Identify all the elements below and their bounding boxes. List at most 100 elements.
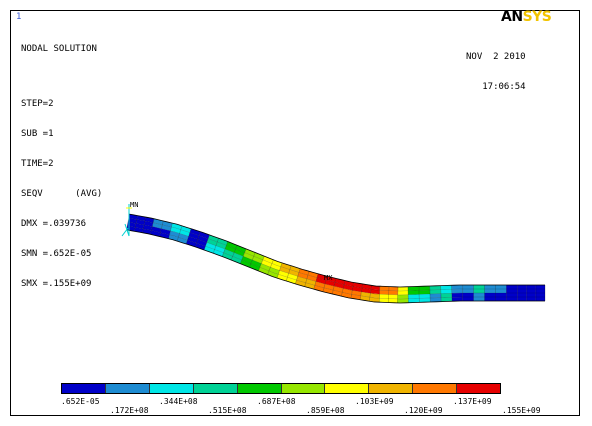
beam-element <box>322 287 334 294</box>
beam-element <box>128 218 137 224</box>
mesh-line <box>134 215 138 232</box>
date-label: NOV 2 2010 <box>466 52 526 62</box>
legend-swatch <box>193 384 238 393</box>
beam-element <box>495 285 507 289</box>
beam-mesh <box>126 214 545 303</box>
legend-swatch <box>369 384 414 393</box>
smx-label: SMX =.155E+09 <box>21 279 92 289</box>
legend-swatch <box>149 384 194 393</box>
beam-element <box>484 285 496 289</box>
legend-label: .652E-05 <box>61 397 100 406</box>
mesh-line <box>185 228 192 245</box>
beam-element <box>289 265 301 273</box>
beam-element <box>222 252 233 261</box>
beam-element <box>430 293 442 298</box>
beam-element <box>408 298 420 303</box>
support-symbol <box>121 204 132 237</box>
mesh-line <box>331 278 337 295</box>
graphics-window[interactable] <box>10 10 580 416</box>
beam-element <box>152 222 163 229</box>
legend-label: .687E+08 <box>257 397 296 406</box>
beam-element <box>186 240 197 247</box>
ansys-logo: ANSYS <box>501 9 552 25</box>
beam-element <box>333 286 344 293</box>
mesh-line <box>127 221 545 296</box>
mesh-line <box>429 285 431 303</box>
beam-element <box>440 293 452 298</box>
beam-element <box>259 263 271 271</box>
legend-swatch <box>105 384 150 393</box>
beam-element <box>268 267 280 275</box>
beam-element <box>388 286 399 291</box>
beam-element <box>495 289 507 293</box>
contour-legend <box>61 383 501 394</box>
beam-element <box>440 289 452 294</box>
beam-element <box>250 259 262 268</box>
beam-element <box>188 232 199 240</box>
beam-element <box>180 225 192 233</box>
mesh-line <box>258 256 265 272</box>
beam-element <box>462 289 474 293</box>
beam-element <box>195 243 206 250</box>
beam-element <box>306 275 317 282</box>
beam-element <box>159 232 170 239</box>
beam-element <box>171 223 182 230</box>
legend-swatch <box>325 384 370 393</box>
beam-element <box>213 249 224 257</box>
legend-swatch <box>413 384 458 393</box>
beam-element <box>441 297 453 302</box>
beam-element <box>535 289 545 293</box>
mesh-line <box>368 285 373 302</box>
beam-element <box>215 241 227 249</box>
beam-element <box>325 280 336 287</box>
beam-element <box>462 293 474 297</box>
beam-element <box>252 256 263 264</box>
beam-element <box>144 220 154 227</box>
beam-element <box>249 263 260 271</box>
beam-element <box>135 223 144 229</box>
beam-element <box>197 235 209 243</box>
beam-element <box>315 277 327 284</box>
beam-mesh-lines <box>126 213 546 304</box>
beam-element <box>517 285 527 289</box>
beam-element <box>136 219 145 225</box>
mesh-line <box>249 252 256 268</box>
legend-swatch <box>237 384 282 393</box>
mesh-line <box>159 220 164 237</box>
beam-element <box>326 276 336 283</box>
beam-element <box>288 269 299 277</box>
mesh-line <box>322 276 328 292</box>
result-item-label: SEQV (AVG) <box>21 189 103 199</box>
beam-element <box>506 297 518 301</box>
legend-label: .103E+09 <box>355 397 394 406</box>
beam-element <box>297 272 308 279</box>
mesh-line <box>418 286 420 303</box>
beam-element <box>162 220 173 228</box>
beam-element <box>280 262 292 270</box>
mesh-line <box>313 273 319 290</box>
beam-element <box>241 256 253 264</box>
beam-element <box>408 294 420 299</box>
beam-element <box>204 246 215 254</box>
beam-element <box>253 252 265 260</box>
beam-element <box>243 252 254 260</box>
beam-element <box>334 282 345 289</box>
legend-label: .155E+09 <box>502 406 541 415</box>
time-label: TIME=2 <box>21 159 54 169</box>
beam-element <box>271 259 282 267</box>
beam-element <box>231 256 242 264</box>
beam-element <box>226 241 238 249</box>
beam-element <box>506 289 518 293</box>
beam-element <box>217 238 228 246</box>
beam-element <box>298 268 309 276</box>
beam-element <box>388 294 398 299</box>
beam-element <box>143 224 153 231</box>
beam-element <box>343 284 353 291</box>
legend-label: .515E+08 <box>208 406 247 415</box>
step-label: STEP=2 <box>21 99 54 109</box>
mesh-line <box>195 231 201 247</box>
beam-element <box>244 248 256 257</box>
beam-element <box>267 270 279 279</box>
beam-element <box>369 293 380 299</box>
